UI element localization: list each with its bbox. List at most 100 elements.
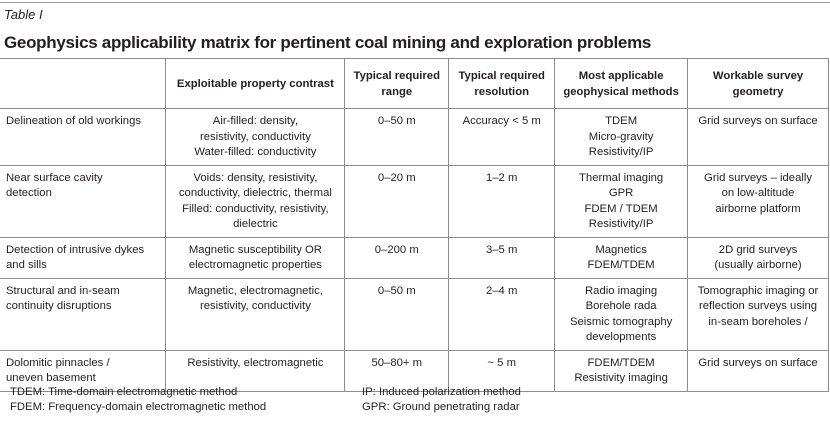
problem-cell-text: Delineation of old workings bbox=[6, 115, 142, 127]
geometry-cell: Grid surveys – ideally on low-altitude air… bbox=[687, 164, 829, 238]
resolution-cell: Accuracy < 5 m bbox=[448, 108, 556, 166]
contrast-cell-line: Magnetic, electromagnetic, bbox=[187, 284, 323, 297]
header-cell bbox=[0, 58, 167, 109]
problem-cell-text: Structural and in-seam continuity disrup… bbox=[6, 284, 120, 313]
methods-cell-line: Resistivity imaging bbox=[574, 372, 668, 384]
resolution-cell-text: Accuracy < 5 m bbox=[462, 115, 541, 127]
geometry-cell: 2D grid surveys (usually airborne) bbox=[687, 236, 829, 279]
contrast-cell-line: Resistivity, electromagnetic bbox=[187, 356, 324, 369]
methods-cell-line: Resistivity/IP bbox=[588, 218, 654, 230]
geometry-cell-line: airborne platform bbox=[715, 202, 801, 215]
table-row: Detection of intrusive dykes and sills Ma… bbox=[0, 236, 829, 279]
footnotes-left: TDEM: Time-domain electromagnetic method… bbox=[10, 385, 266, 415]
table-row: Near surface cavity detection Voids: dens… bbox=[0, 164, 829, 238]
methods-cell-line: TDEM bbox=[605, 115, 638, 127]
contrast-cell-line: Voids: density, resistivity, bbox=[193, 171, 318, 184]
contrast-cell-line: Water-filled: conductivity bbox=[194, 146, 317, 158]
contrast-cell: Magnetic, electromagnetic, resistivity, c… bbox=[165, 277, 346, 351]
footnote-gpr: GPR: Ground penetrating radar bbox=[362, 401, 520, 413]
problem-cell: Structural and in-seam continuity disrup… bbox=[0, 277, 167, 351]
resolution-cell-text: 2–4 m bbox=[485, 284, 518, 297]
contrast-cell-line: resistivity, conductivity bbox=[199, 300, 311, 312]
geometry-cell-line: reflection surveys using bbox=[699, 300, 818, 312]
methods-cell-line: FDEM/TDEM bbox=[587, 259, 655, 271]
range-cell: 0–200 m bbox=[344, 236, 450, 279]
header-row: Exploitable property contrast Typical re… bbox=[0, 58, 829, 109]
applicability-table: Exploitable property contrast Typical re… bbox=[0, 58, 829, 392]
problem-cell: Detection of intrusive dykes and sills bbox=[0, 236, 167, 279]
resolution-cell: 1–2 m bbox=[448, 164, 556, 238]
problem-cell-text: Near surface cavity detection bbox=[6, 171, 103, 200]
methods-cell: Magnetics FDEM/TDEM bbox=[554, 236, 689, 279]
footnote-ip: IP: Induced polarization method bbox=[362, 386, 521, 398]
table-label: Table I bbox=[4, 7, 43, 22]
methods-cell: TDEM Micro-gravity Resistivity/IP bbox=[554, 108, 689, 166]
methods-cell-line: Micro-gravity bbox=[588, 130, 654, 143]
range-cell-text: 0–50 m bbox=[377, 284, 416, 297]
methods-cell-line: Magnetics bbox=[595, 243, 647, 256]
methods-cell-line: developments bbox=[585, 331, 657, 343]
range-cell-text: 0–200 m bbox=[374, 243, 419, 256]
resolution-cell-text: 3–5 m bbox=[485, 243, 518, 256]
range-cell-text: 0–20 m bbox=[377, 171, 416, 184]
methods-cell-line: Borehole rada bbox=[585, 300, 657, 312]
range-cell: 0–50 m bbox=[344, 108, 450, 166]
problem-cell: Dolomitic pinnacles / uneven basement bbox=[0, 349, 167, 392]
range-cell: 0–50 m bbox=[344, 277, 450, 351]
table-row: Dolomitic pinnacles / uneven basement Res… bbox=[0, 349, 829, 392]
footnotes-right: IP: Induced polarization method GPR: Gro… bbox=[362, 385, 521, 415]
header-cell: Most applicable geophysical methods bbox=[554, 58, 689, 109]
header-cell: Workable survey geometry bbox=[687, 58, 829, 109]
methods-cell-line: Thermal imaging bbox=[579, 171, 664, 184]
methods-cell-line: GPR bbox=[608, 187, 634, 199]
footnote-fdem: FDEM: Frequency-domain electromagnetic m… bbox=[10, 401, 267, 413]
range-cell-text: 0–50 m bbox=[377, 115, 416, 127]
methods-cell-line: Resistivity/IP bbox=[588, 146, 654, 158]
contrast-cell-line: resistivity, conductivity bbox=[199, 130, 311, 143]
geometry-cell: Tomographic imaging or reflection surveys… bbox=[687, 277, 829, 351]
contrast-cell: Magnetic susceptibility OR electromagneti… bbox=[165, 236, 346, 279]
contrast-cell-line: Air-filled: density, bbox=[212, 115, 298, 127]
resolution-cell: 3–5 m bbox=[448, 236, 556, 279]
geometry-cell-line: on low-altitude bbox=[721, 187, 795, 199]
geometry-cell-line: (usually airborne) bbox=[714, 259, 802, 271]
range-cell-text: 50–80+ m bbox=[371, 356, 423, 369]
contrast-cell-line: conductivity, dielectric, thermal bbox=[178, 187, 332, 199]
problem-cell: Delineation of old workings bbox=[0, 108, 167, 166]
contrast-cell: Resistivity, electromagnetic bbox=[165, 349, 346, 392]
table-row: Structural and in-seam continuity disrup… bbox=[0, 277, 829, 351]
problem-cell-text: Dolomitic pinnacles / uneven basement bbox=[6, 356, 110, 385]
geometry-cell: Grid surveys on surface bbox=[687, 108, 829, 166]
methods-cell-line: FDEM / TDEM bbox=[584, 202, 658, 215]
header-cell: Typical required range bbox=[344, 58, 450, 109]
table-title: Geophysics applicability matrix for pert… bbox=[4, 33, 652, 52]
geometry-cell-line: in-seam boreholes / bbox=[708, 315, 808, 328]
top-rule bbox=[0, 2, 830, 3]
resolution-cell: 2–4 m bbox=[448, 277, 556, 351]
table-row: Delineation of old workings Air-filled: d… bbox=[0, 108, 829, 166]
methods-cell-line: Seismic tomography bbox=[569, 315, 673, 328]
contrast-cell: Voids: density, resistivity, conductivity… bbox=[165, 164, 346, 238]
geometry-cell-line: Grid surveys on surface bbox=[698, 115, 818, 127]
range-cell: 0–20 m bbox=[344, 164, 450, 238]
geometry-cell: Grid surveys on surface bbox=[687, 349, 829, 392]
header-cell: Typical required resolution bbox=[448, 58, 556, 109]
methods-cell: Thermal imaging GPR FDEM / TDEM Resistivity… bbox=[554, 164, 689, 238]
methods-cell: Radio imaging Borehole rada Seismic tomogr… bbox=[554, 277, 689, 351]
contrast-cell-line: dielectric bbox=[233, 218, 278, 230]
footnote-tdem: TDEM: Time-domain electromagnetic method bbox=[10, 386, 238, 398]
contrast-cell-line: electromagnetic properties bbox=[188, 259, 322, 271]
methods-cell-line: FDEM/TDEM bbox=[587, 356, 655, 369]
methods-cell: FDEM/TDEM Resistivity imaging bbox=[554, 349, 689, 392]
resolution-cell-text: ~ 5 m bbox=[487, 356, 516, 369]
contrast-cell: Air-filled: density, resistivity, conduct… bbox=[165, 108, 346, 166]
resolution-cell: ~ 5 m bbox=[448, 349, 556, 392]
contrast-cell-line: Magnetic susceptibility OR bbox=[188, 243, 322, 256]
header-cell: Exploitable property contrast bbox=[165, 58, 346, 109]
problem-cell-text: Detection of intrusive dykes and sills bbox=[6, 243, 145, 272]
geometry-cell-line: Tomographic imaging or bbox=[697, 284, 819, 297]
geometry-cell-line: Grid surveys – ideally bbox=[704, 171, 813, 184]
problem-cell: Near surface cavity detection bbox=[0, 164, 167, 238]
resolution-cell-text: 1–2 m bbox=[485, 171, 518, 184]
geometry-cell-line: 2D grid surveys bbox=[718, 243, 798, 256]
